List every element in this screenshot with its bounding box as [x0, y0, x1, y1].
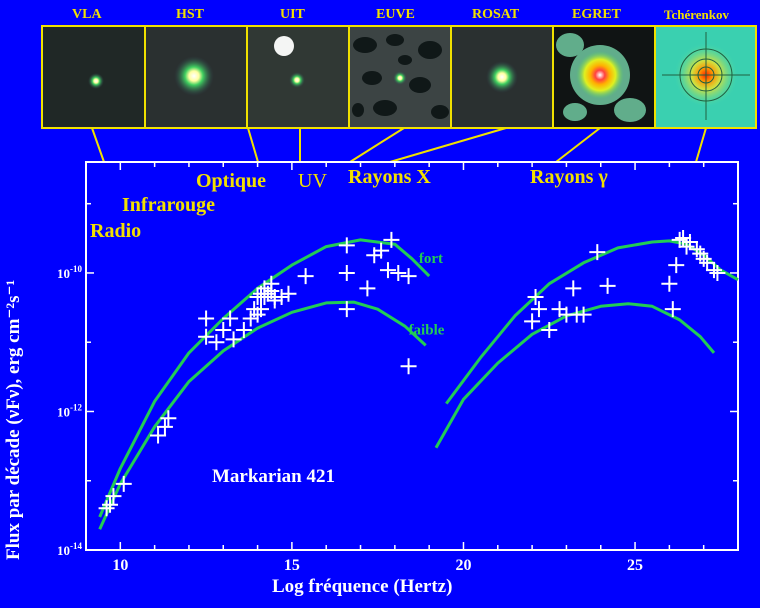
band-optical: Optique [196, 170, 267, 192]
data-point [671, 231, 688, 248]
data-point [235, 322, 252, 339]
model-curve-fort-0 [98, 238, 431, 518]
data-point [102, 496, 119, 513]
data-point [208, 334, 225, 351]
data-point [198, 328, 215, 345]
telescope-label-vla: VLA [72, 7, 102, 22]
data-point [709, 264, 726, 281]
data-point [198, 310, 215, 327]
data-point [575, 306, 592, 323]
band-radio: Radio [90, 220, 142, 242]
model-curves [98, 238, 739, 530]
euve-source [393, 71, 407, 85]
telescope-label-cherenkov: Tchérenkov [664, 7, 730, 22]
label-fort: fort [419, 251, 443, 267]
data-point [589, 244, 606, 261]
data-point [105, 488, 122, 505]
model-curve-fort-2 [445, 239, 739, 405]
rosat-source [486, 61, 518, 93]
data-point [338, 301, 355, 318]
cherenkov-contours [662, 32, 750, 120]
data-point [383, 231, 400, 248]
data-point [242, 310, 259, 327]
data-point [565, 280, 582, 297]
data-point [98, 500, 115, 517]
data-point [695, 250, 712, 267]
data-point [259, 285, 276, 302]
data-point [400, 268, 417, 285]
axis-ticks [86, 162, 738, 551]
data-point [280, 285, 297, 302]
data-point [705, 262, 722, 279]
vla-source [88, 73, 104, 89]
uit-star [274, 36, 294, 56]
band-infrared: Infrarouge [122, 194, 215, 216]
data-point [681, 233, 698, 250]
data-point [115, 475, 132, 492]
data-point [699, 254, 716, 271]
data-point [338, 264, 355, 281]
telescope-label-hst: HST [176, 7, 205, 22]
x-axis-title: Log fréquence (Hertz) [272, 576, 453, 597]
label-faible: faible [409, 322, 445, 338]
y-tick-label: 10-12 [57, 402, 82, 419]
y-axis-title: Flux par décade (νFν), erg cm⁻²s⁻¹ [3, 279, 24, 560]
data-point [338, 237, 355, 254]
data-point [527, 288, 544, 305]
x-tick-label: 20 [455, 557, 471, 574]
data-point [297, 268, 314, 285]
uit-source [289, 72, 305, 88]
model-curve-faible-3 [434, 302, 716, 449]
data-point [661, 275, 678, 292]
y-tick-label: 10-10 [57, 264, 82, 281]
telescope-label-euve: EUVE [376, 7, 415, 22]
plot-frame [85, 161, 739, 551]
data-point [160, 410, 177, 427]
data-point [668, 257, 685, 274]
data-point [156, 418, 173, 435]
data-point [390, 264, 407, 281]
data-point [222, 310, 239, 327]
model-curve-faible-1 [98, 300, 427, 530]
data-points [98, 229, 726, 517]
data-point [400, 358, 417, 375]
data-point [599, 277, 616, 294]
data-point [541, 322, 558, 339]
data-point [524, 313, 541, 330]
band-connectors [91, 127, 707, 163]
data-point [225, 331, 242, 348]
data-point [530, 301, 547, 318]
hst-source [174, 56, 214, 96]
y-tick-label: 10-14 [57, 541, 82, 558]
x-tick-label: 15 [284, 557, 300, 574]
x-tick-label: 25 [627, 557, 643, 574]
data-point [373, 242, 390, 259]
data-point [150, 427, 167, 444]
thumb-frames [41, 25, 757, 129]
band-gamma: Rayons γ [530, 166, 608, 188]
telescope-label-uit: UIT [280, 7, 305, 22]
egret-source [576, 51, 624, 99]
band-xray: Rayons X [348, 166, 431, 188]
data-point [675, 229, 692, 246]
x-tick-label: 10 [112, 557, 128, 574]
telescope-label-egret: EGRET [572, 7, 622, 22]
telescope-thumbnails [41, 25, 757, 163]
series-labels: fort faible [409, 251, 445, 338]
euve-noise [352, 34, 449, 119]
data-point [273, 288, 290, 305]
data-point [664, 301, 681, 318]
tick-labels: 10 15 20 25 10-14 10-12 10-10 [57, 264, 643, 574]
data-point [253, 301, 270, 318]
data-point [379, 262, 396, 279]
band-uv: UV [298, 170, 327, 192]
data-point [359, 280, 376, 297]
data-point [215, 322, 232, 339]
source-title: Markarian 421 [212, 466, 335, 487]
telescope-label-rosat: ROSAT [472, 7, 520, 22]
